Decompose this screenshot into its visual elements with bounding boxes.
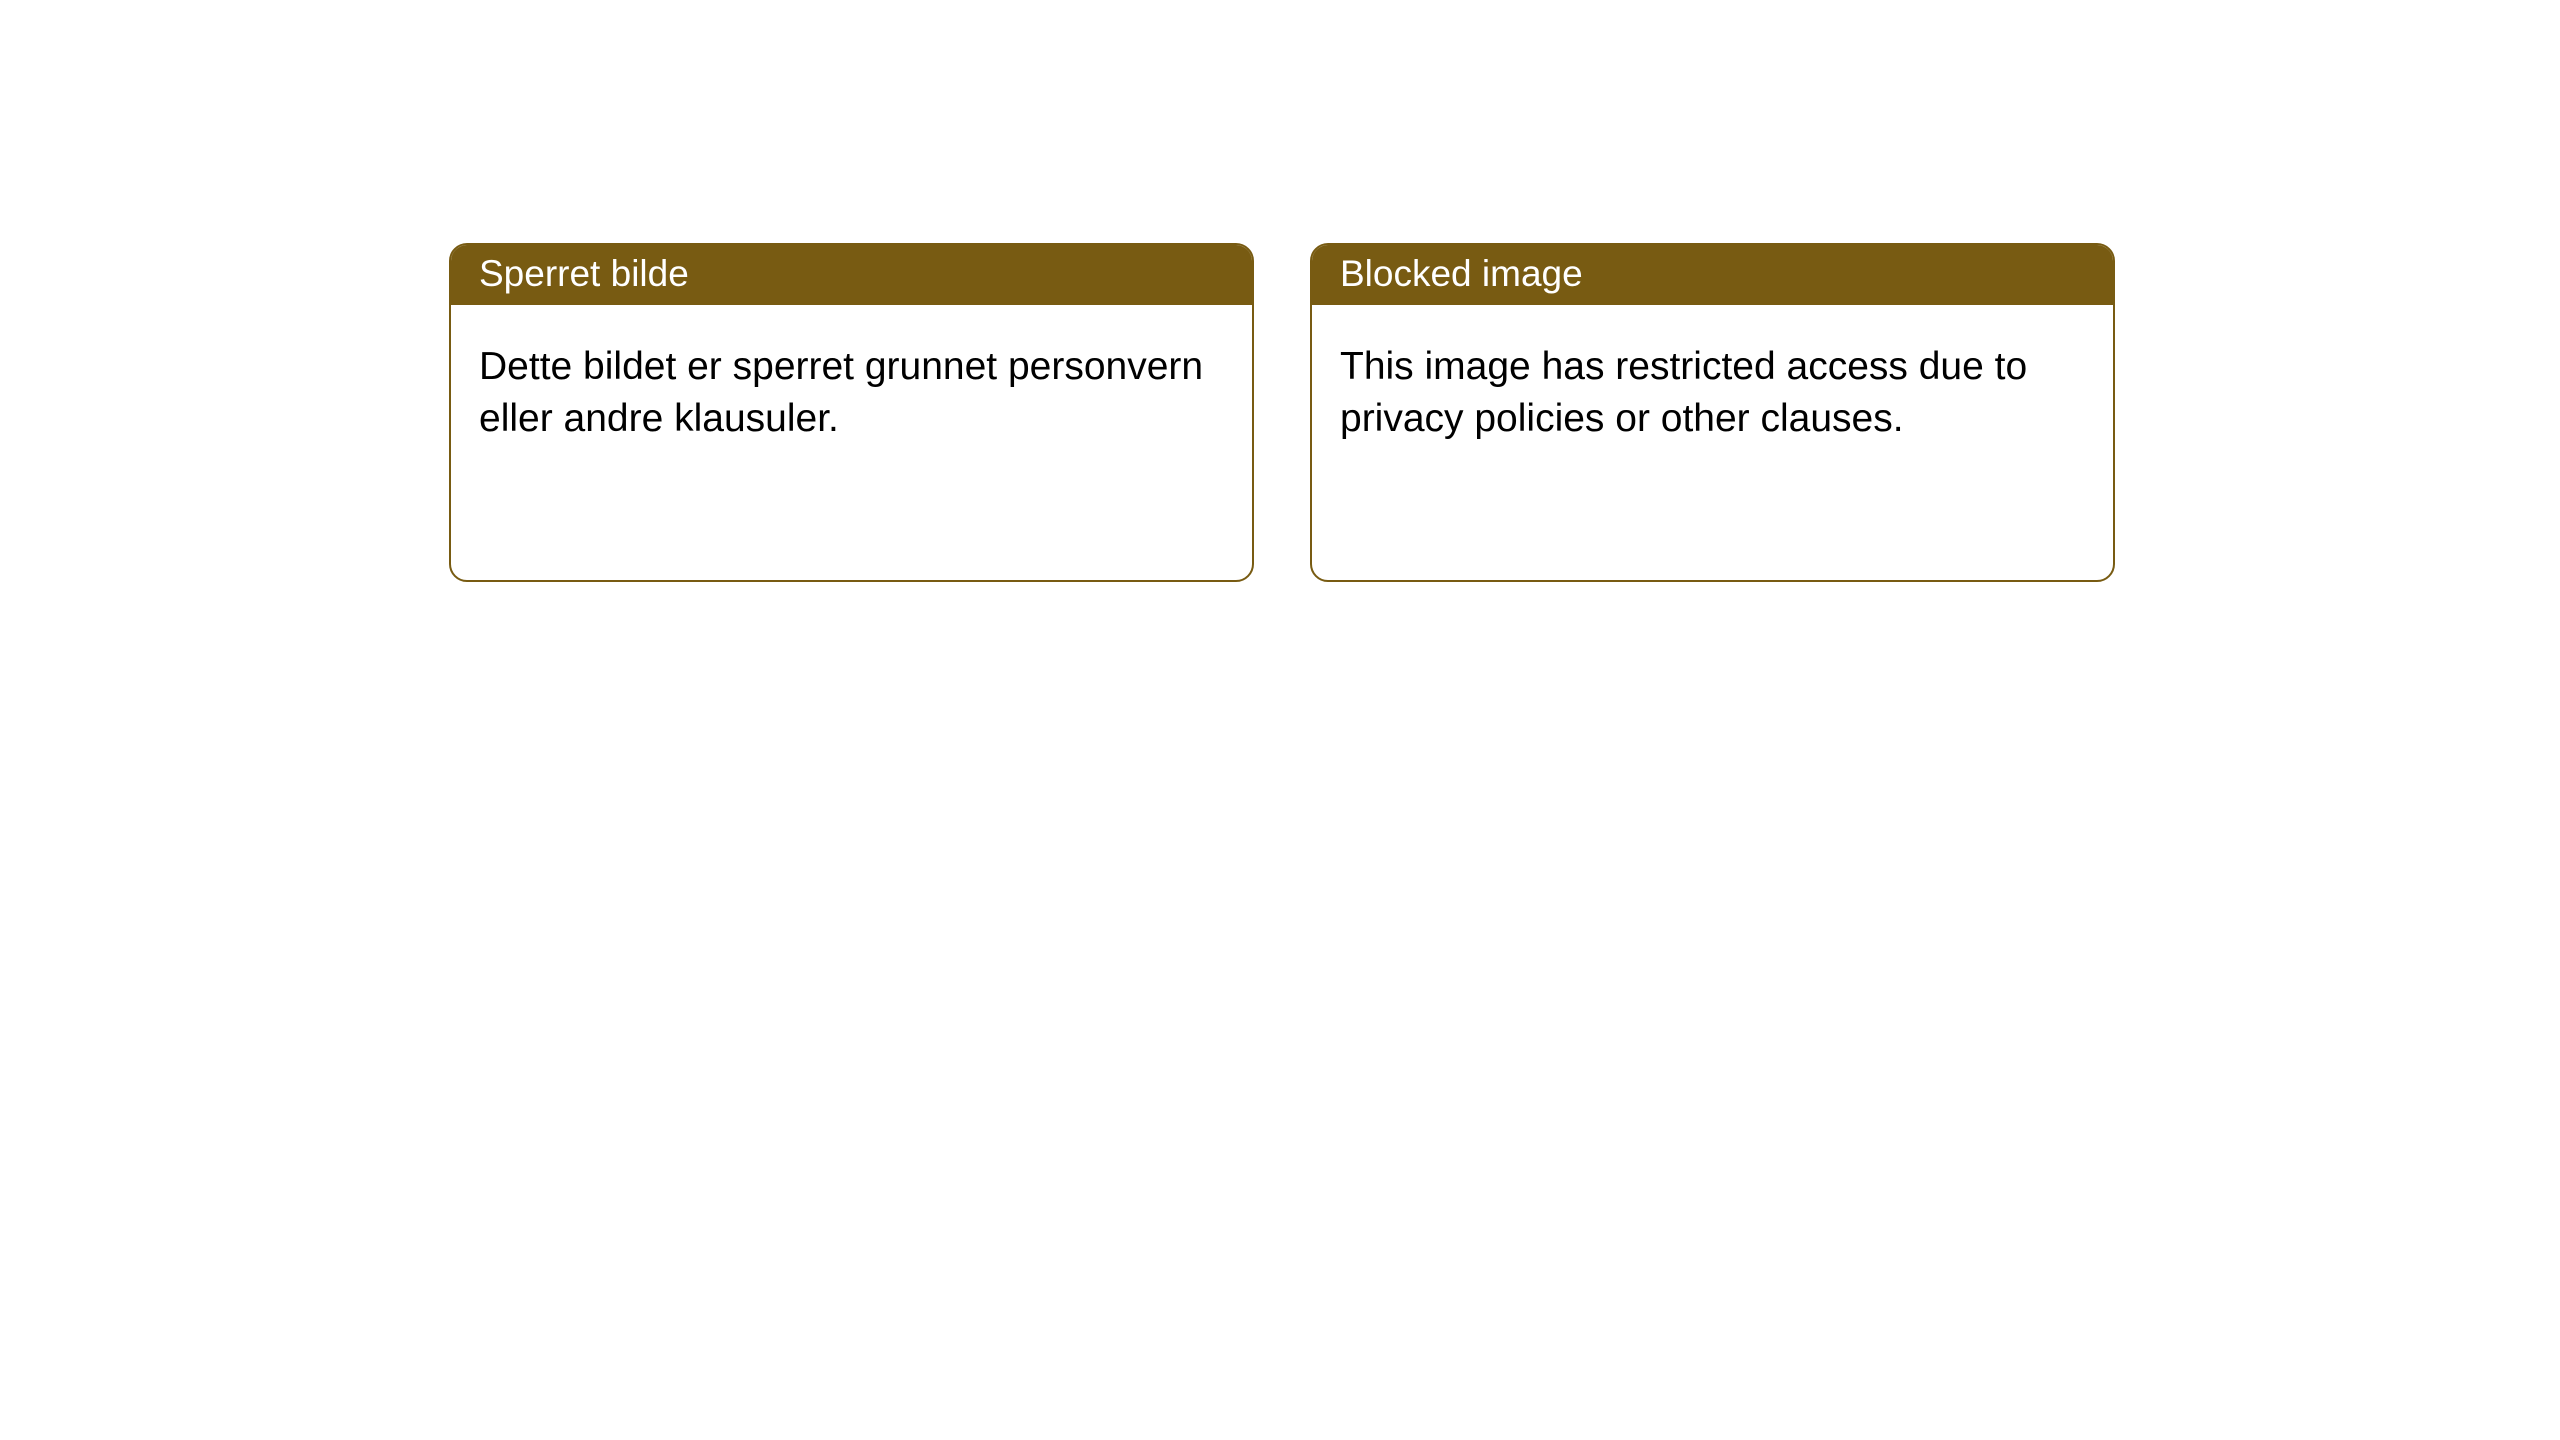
- notice-container: Sperret bilde Dette bildet er sperret gr…: [0, 0, 2560, 582]
- notice-header: Blocked image: [1312, 245, 2113, 305]
- notice-card-norwegian: Sperret bilde Dette bildet er sperret gr…: [449, 243, 1254, 582]
- notice-body: Dette bildet er sperret grunnet personve…: [451, 305, 1252, 580]
- notice-header: Sperret bilde: [451, 245, 1252, 305]
- notice-card-english: Blocked image This image has restricted …: [1310, 243, 2115, 582]
- notice-body: This image has restricted access due to …: [1312, 305, 2113, 580]
